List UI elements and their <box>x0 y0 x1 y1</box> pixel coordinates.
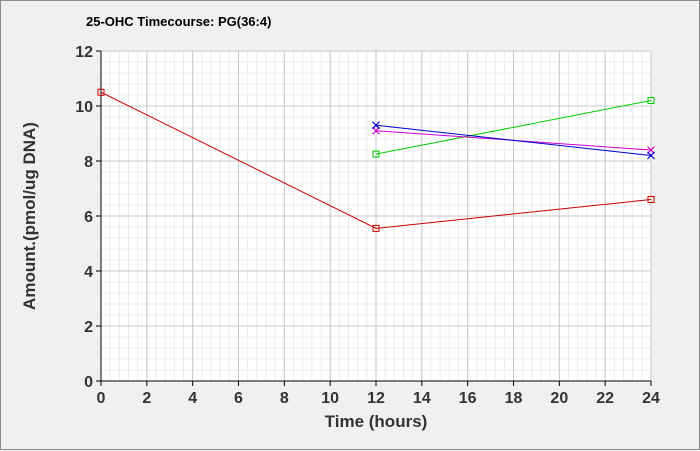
y-axis-label: Amount.(pmol/ug DNA) <box>20 122 39 310</box>
x-tick-label: 24 <box>642 390 660 407</box>
x-tick-label: 12 <box>367 390 385 407</box>
data-point-square <box>372 224 380 232</box>
x-tick-label: 18 <box>505 390 523 407</box>
x-tick-label: 0 <box>97 390 106 407</box>
series-4 <box>372 121 655 160</box>
x-tick-label: 22 <box>596 390 614 407</box>
data-point-square <box>647 196 655 203</box>
x-tick-label: 8 <box>280 390 289 407</box>
y-tick-label: 4 <box>84 264 93 281</box>
x-tick-labels: 0 2 4 6 8 10 12 14 16 18 20 22 24 <box>97 381 660 407</box>
series-line <box>375 124 652 156</box>
chart-title: 25-OHC Timecourse: PG(36:4) <box>86 14 271 29</box>
x-tick-label: 2 <box>142 390 151 407</box>
x-tick-label: 20 <box>550 390 568 407</box>
y-tick-label: 2 <box>84 319 93 336</box>
y-tick-label: 10 <box>75 99 93 116</box>
y-tick-label: 6 <box>84 209 93 226</box>
series-layer <box>97 88 655 232</box>
data-point-x <box>372 121 380 130</box>
series-1 <box>97 88 655 232</box>
x-tick-label: 16 <box>459 390 477 407</box>
data-point-square <box>647 97 655 104</box>
x-tick-label: 10 <box>321 390 339 407</box>
x-axis-label: Time (hours) <box>325 412 428 431</box>
series-line <box>375 100 652 155</box>
x-tick-label: 4 <box>188 390 197 407</box>
series-line <box>100 91 652 229</box>
y-tick-label: 0 <box>84 374 93 391</box>
data-point-square <box>97 88 105 96</box>
x-tick-label: 6 <box>234 390 243 407</box>
y-tick-label: 8 <box>84 154 93 171</box>
y-tick-label: 12 <box>75 44 93 61</box>
data-point-square <box>372 150 380 158</box>
data-point-x <box>647 151 655 160</box>
y-tick-labels: 0 2 4 6 8 10 12 <box>75 44 101 391</box>
x-tick-label: 14 <box>413 390 431 407</box>
series-2 <box>372 97 655 158</box>
